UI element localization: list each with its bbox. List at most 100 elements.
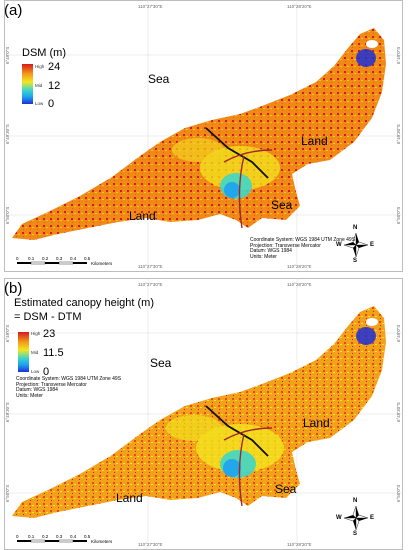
grid-label-left: 6°49'30"S	[5, 124, 10, 144]
road-red	[223, 149, 273, 163]
scale-tick: 0.1	[28, 256, 35, 261]
legend-color-ramp	[22, 64, 33, 104]
map-canvas	[4, 0, 403, 272]
legend-title-formula: = DSM - DTM	[14, 311, 82, 323]
label-land: Land	[116, 491, 143, 505]
legend-high-tag: High	[31, 331, 41, 336]
grid-label-bottom: 110°27'30"E	[138, 264, 163, 269]
legend-low-tag: Low	[31, 369, 40, 374]
coordinate-system-info: Coordinate System: WGS 1984 UTM Zone 49S…	[16, 376, 122, 399]
legend-title: Estimated canopy height (m)	[14, 297, 155, 309]
legend-low-value: 0	[48, 98, 55, 110]
label-land: Land	[301, 134, 328, 148]
water-inlet	[366, 40, 378, 48]
coordinate-system-info: Coordinate System: WGS 1984 UTM Zone 49S…	[250, 237, 356, 260]
map-panel-canopy-height: (b) 110°28'20"E 110°27'30"E 110°28'20"E …	[0, 278, 408, 550]
label-land: Land	[303, 416, 330, 430]
legend-high-value: 23	[43, 328, 56, 340]
scale-tick: 0.3	[56, 534, 63, 539]
datum-line: Datum: WGS 1984	[250, 248, 292, 255]
grid-label-left: 6°50'0"S	[5, 484, 10, 502]
label-land: Land	[129, 209, 156, 223]
scale-tick: 0.3	[56, 256, 63, 261]
map-canvas	[4, 278, 403, 550]
legend-mid-value: 12	[48, 80, 61, 92]
scale-tick: 0.5	[84, 534, 91, 539]
scale-tick: 0.4	[70, 256, 77, 261]
low-canopy-patch	[223, 459, 241, 477]
compass-w: W	[336, 242, 342, 248]
grid-label-left: 6°50'0"S	[5, 206, 10, 224]
coordinate-system-line: Coordinate System: WGS 1984 UTM Zone 49S	[16, 376, 122, 382]
vegetation-patch	[166, 415, 222, 441]
label-sea: Sea	[275, 482, 297, 496]
compass-w: W	[336, 515, 342, 521]
legend-high-value: 24	[48, 61, 61, 73]
north-arrow	[343, 232, 369, 258]
units-line: Units: Meter	[250, 253, 277, 260]
projection-line: Projection: Transverse Mercator	[16, 381, 87, 388]
grid-label-right: 6°49'0"S	[396, 324, 401, 342]
scale-unit: Kilometers	[91, 261, 113, 266]
grid-label-left: 6°49'0"S	[5, 46, 10, 64]
grid-label-right: 6°49'0"S	[396, 46, 401, 64]
scale-tick: 0.2	[42, 534, 49, 539]
low-canopy-patch	[356, 327, 376, 345]
projection-line: Projection: Transverse Mercator	[250, 242, 321, 249]
scale-tick: 0.1	[28, 534, 35, 539]
road-red	[238, 433, 245, 507]
map-panel-dsm: (a) 110°27'30"E 110°28'20"E 110°27'30"E …	[0, 0, 408, 272]
grid-label-bottom: 110°28'20"E	[287, 264, 312, 269]
compass-s: S	[353, 531, 358, 537]
low-elevation-patch	[224, 182, 240, 198]
road-red	[223, 427, 273, 441]
label-sea: Sea	[148, 72, 170, 86]
road-red	[238, 155, 245, 229]
scale-tick: 0.5	[84, 256, 91, 261]
grid-label-right: 6°49'30"S	[396, 402, 401, 422]
scale-tick: 0.4	[70, 534, 77, 539]
label-sea: Sea	[271, 198, 293, 212]
grid-label-left: 6°49'30"S	[5, 402, 10, 422]
legend-mid-value: 11.5	[43, 347, 64, 359]
label-sea: Sea	[150, 356, 172, 370]
compass-s: S	[353, 258, 358, 264]
grid-label-top: 110°27'30"E	[138, 282, 163, 287]
compass-e: E	[370, 515, 375, 521]
compass-n: N	[353, 225, 358, 231]
scale-tick: 0	[16, 534, 19, 539]
grid-label-top: 110°28'20"E	[287, 4, 312, 9]
grid-label-bottom: 110°27'30"E	[138, 542, 163, 547]
coordinate-system-line: Coordinate System: WGS 1984 UTM Zone 49S	[250, 237, 356, 243]
legend-color-ramp	[18, 332, 29, 372]
grid-label-right: 6°50'0"S	[396, 484, 401, 502]
panel-label: (b)	[4, 280, 23, 297]
island-shape	[12, 28, 386, 240]
vegetation-patch	[200, 146, 280, 190]
grid-label-top: 110°27'30"E	[138, 4, 163, 9]
scale-tick: 0	[16, 256, 19, 261]
scale-unit: Kilometers	[91, 539, 113, 544]
legend-title: DSM (m)	[22, 47, 66, 59]
grid-label-top: 110°28'20"E	[287, 282, 312, 287]
legend-high-tag: High	[35, 64, 45, 69]
compass-n: N	[353, 498, 358, 504]
vegetation-patch	[196, 424, 284, 472]
datum-line: Datum: WGS 1984	[16, 387, 58, 394]
scale-bar	[17, 261, 87, 265]
legend-low-tag: Low	[35, 101, 44, 106]
compass-e: E	[370, 242, 375, 248]
legend-low-value: 0	[43, 366, 50, 378]
legend-mid-tag: Mid	[35, 83, 43, 88]
panel-label: (a)	[4, 2, 23, 19]
island-shape	[12, 306, 386, 518]
scale-tick: 0.2	[42, 256, 49, 261]
vegetation-patch	[172, 138, 224, 162]
legend-mid-tag: Mid	[31, 350, 39, 355]
grid-label-left: 6°49'0"S	[5, 324, 10, 342]
grid-label-right: 6°49'30"S	[396, 124, 401, 144]
units-line: Units: Meter	[16, 392, 43, 399]
grid-label-bottom: 110°28'20"E	[287, 542, 312, 547]
water-inlet	[366, 318, 378, 326]
low-elevation-patch	[356, 49, 376, 67]
